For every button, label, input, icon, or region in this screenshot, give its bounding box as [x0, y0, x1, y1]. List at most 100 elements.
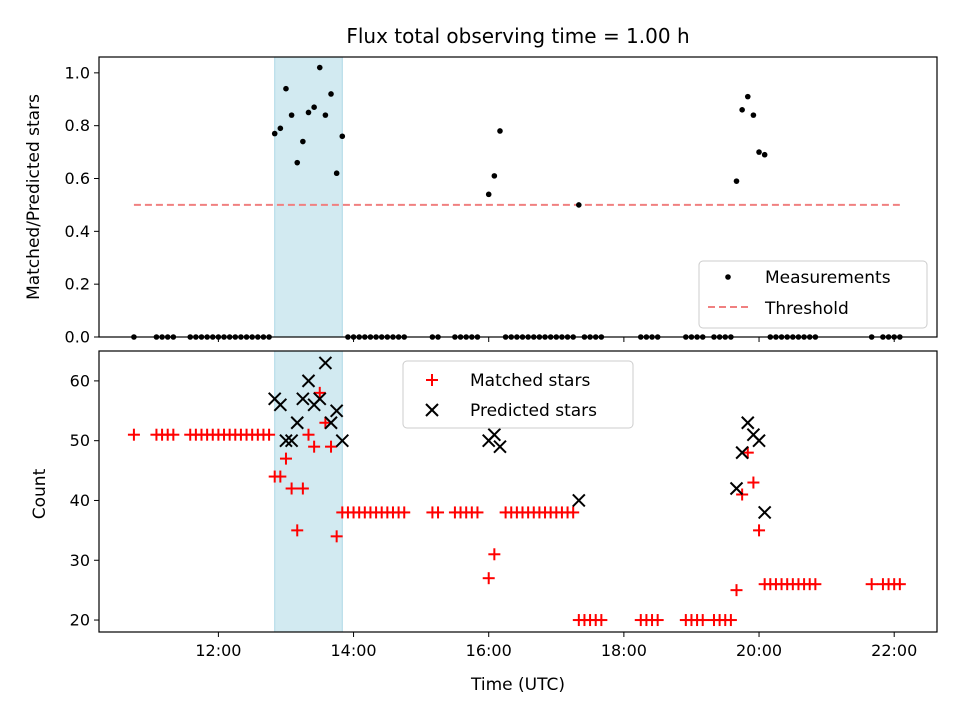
matched-star-point — [274, 470, 287, 483]
matched-legend-marker — [426, 374, 438, 386]
matched-star-point — [595, 614, 608, 627]
measurement-point — [311, 104, 317, 110]
predicted-star-point — [329, 404, 344, 418]
x-axis-label: Time (UTC) — [470, 675, 565, 695]
measurement-point — [300, 138, 306, 145]
measurements-legend-label: Measurements — [765, 268, 891, 288]
matched-star-point — [730, 584, 743, 597]
top-legend: Measurements Threshold — [698, 260, 928, 329]
predicted-star-point — [741, 416, 755, 430]
predicted-legend-label: Predicted stars — [470, 401, 597, 421]
bottom-y-tick-label: 50 — [70, 431, 90, 450]
measurement-point — [750, 112, 757, 118]
matched-star-point — [567, 506, 580, 519]
matched-star-point — [747, 476, 760, 489]
matched-star-point — [893, 578, 906, 591]
matched-star-point — [313, 386, 326, 399]
matched-star-point — [482, 572, 495, 585]
chart-title: Flux total observing time = 1.00 h — [346, 24, 689, 48]
predicted-star-point — [318, 356, 333, 370]
matched-star-point — [285, 482, 298, 495]
x-tick-label: 16:00 — [466, 641, 512, 660]
measurement-point — [328, 91, 334, 97]
predicted-star-point — [313, 392, 327, 406]
measurement-point — [339, 133, 346, 140]
threshold-legend-label: Threshold — [764, 299, 849, 319]
predicted-star-point — [572, 493, 586, 508]
measurement-point — [271, 130, 278, 137]
predicted-star-point — [273, 398, 288, 412]
bottom-legend-box — [402, 360, 634, 429]
top-y-tick-label: 1.0 — [65, 63, 90, 82]
top-highlight-span — [274, 56, 343, 338]
bottom-plot-frame — [98, 350, 938, 633]
x-tick-label: 12:00 — [195, 641, 241, 660]
matched-star-point — [127, 428, 140, 441]
measurement-point — [576, 202, 582, 208]
top-y-axis-label: Matched/Predicted stars — [24, 94, 44, 300]
bottom-legend: Matched stars Predicted stars — [402, 360, 634, 429]
x-tick-label: 20:00 — [736, 641, 782, 660]
matched-star-point — [741, 446, 754, 459]
top-panel: 0.0 0.2 0.4 0.6 0.8 1.0 Flux total observing … — [24, 24, 938, 347]
matched-star-point — [432, 506, 445, 519]
predicted-star-point — [757, 505, 772, 520]
predicted-star-point — [279, 433, 293, 448]
predicted-star-point — [284, 433, 299, 448]
top-y-tick-label: 0.0 — [65, 328, 90, 347]
measurement-point — [761, 151, 768, 158]
measurement-point — [485, 191, 492, 198]
matched-star-point — [296, 482, 309, 495]
matched-star-point — [471, 506, 484, 519]
matched-star-point — [330, 530, 343, 543]
measurement-point — [756, 149, 762, 155]
matched-star-point — [325, 440, 338, 453]
matched-star-point — [167, 428, 180, 441]
top-y-tick-label: 0.2 — [65, 275, 90, 294]
bottom-y-tick-label: 20 — [70, 611, 90, 630]
bottom-y-axis-label: Count — [30, 468, 50, 519]
measurement-point — [322, 112, 329, 118]
bottom-y-tick-label: 40 — [70, 491, 90, 510]
matched-star-point — [865, 578, 878, 591]
measurement-point — [739, 107, 745, 113]
matched-star-point — [488, 548, 501, 561]
measurement-point — [277, 125, 284, 132]
predicted-star-point — [296, 392, 310, 406]
matched-star-point — [809, 578, 822, 591]
matched-star-point — [319, 416, 332, 429]
measurement-point — [294, 159, 301, 166]
matched-star-point — [308, 440, 321, 453]
top-y-tick-label: 0.8 — [65, 116, 90, 135]
matched-star-point — [398, 506, 411, 519]
predicted-legend-marker — [425, 403, 439, 417]
measurement-point — [333, 170, 340, 177]
predicted-star-point — [735, 445, 749, 460]
predicted-star-point — [324, 416, 338, 430]
bottom-panel: 20 30 40 50 60 12:00 14:00 16:00 18:00 20:00 22:0… — [30, 350, 938, 695]
measurement-point — [744, 93, 751, 100]
measurements-legend-marker — [725, 274, 731, 280]
x-tick-label: 22:00 — [871, 641, 917, 660]
bottom-y-tick-label: 60 — [70, 371, 90, 390]
measurement-point — [283, 85, 289, 92]
measurement-point — [733, 178, 740, 184]
matched-star-point — [696, 614, 709, 627]
matched-star-point — [279, 452, 292, 465]
predicted-star-point — [335, 433, 349, 448]
x-tick-label: 18:00 — [601, 641, 647, 660]
predicted-star-point — [290, 416, 304, 430]
matched-star-point — [724, 614, 737, 627]
top-y-tick-label: 0.4 — [65, 222, 90, 241]
matched-legend-label: Matched stars — [470, 371, 590, 391]
predicted-star-point — [493, 439, 507, 454]
matched-star-point — [291, 524, 304, 537]
measurement-point — [316, 64, 323, 71]
top-legend-box — [698, 260, 928, 329]
predicted-star-point — [729, 481, 744, 496]
matched-star-point — [753, 524, 766, 537]
predicted-star-point — [301, 374, 316, 388]
x-tick-label: 14:00 — [330, 641, 376, 660]
matched-star-point — [651, 614, 664, 627]
